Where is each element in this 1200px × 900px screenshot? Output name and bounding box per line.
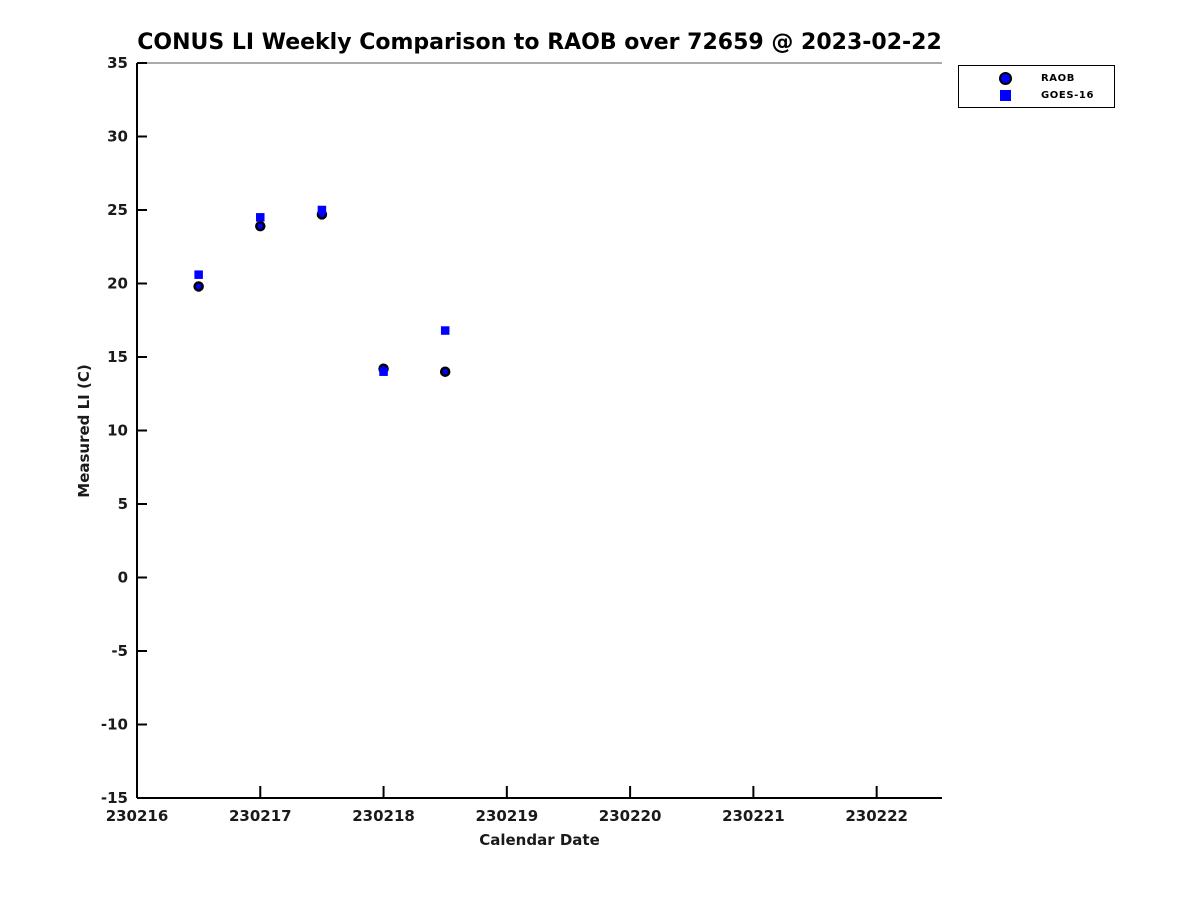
raob-point	[439, 366, 451, 377]
y-tick-label: 20	[107, 275, 128, 293]
y-tick-label: 10	[107, 422, 128, 440]
y-tick-label: -15	[101, 789, 128, 807]
legend-label-goes16: GOES-16	[1041, 90, 1095, 102]
goes16-point	[256, 213, 265, 222]
legend-item-raob: RAOB	[959, 71, 1114, 85]
goes16-square-marker-icon	[999, 90, 1011, 102]
legend-label-raob: RAOB	[1041, 72, 1075, 84]
x-tick-label: 230217	[229, 807, 292, 825]
y-tick-label: 0	[118, 569, 128, 587]
goes16-point	[379, 367, 388, 376]
raob-circle-marker-icon	[998, 71, 1012, 85]
y-tick-label: 25	[107, 201, 128, 219]
chart-title: CONUS LI Weekly Comparison to RAOB over …	[137, 30, 942, 55]
x-tick-label: 230219	[476, 807, 539, 825]
goes16-point	[440, 326, 450, 335]
y-tick-label: 5	[118, 495, 128, 513]
y-tick-label: 15	[107, 348, 128, 366]
x-tick-label: 230221	[722, 807, 785, 825]
y-tick-label: -10	[101, 716, 128, 734]
raob-point	[193, 281, 204, 292]
legend-item-goes16: GOES-16	[959, 90, 1114, 102]
y-tick-label: 30	[107, 128, 128, 146]
x-tick-label: 230216	[106, 807, 169, 825]
x-tick-label: 230220	[599, 807, 662, 825]
raob-point	[255, 220, 266, 232]
goes16-point	[317, 205, 327, 215]
x-axis-label: Calendar Date	[479, 831, 600, 849]
y-tick-label: 35	[107, 54, 128, 72]
goes16-point	[194, 270, 203, 279]
legend: RAOB GOES-16	[958, 65, 1115, 108]
x-tick-label: 230222	[845, 807, 908, 825]
y-tick-label: -5	[111, 642, 128, 660]
x-tick-label: 230218	[352, 807, 415, 825]
